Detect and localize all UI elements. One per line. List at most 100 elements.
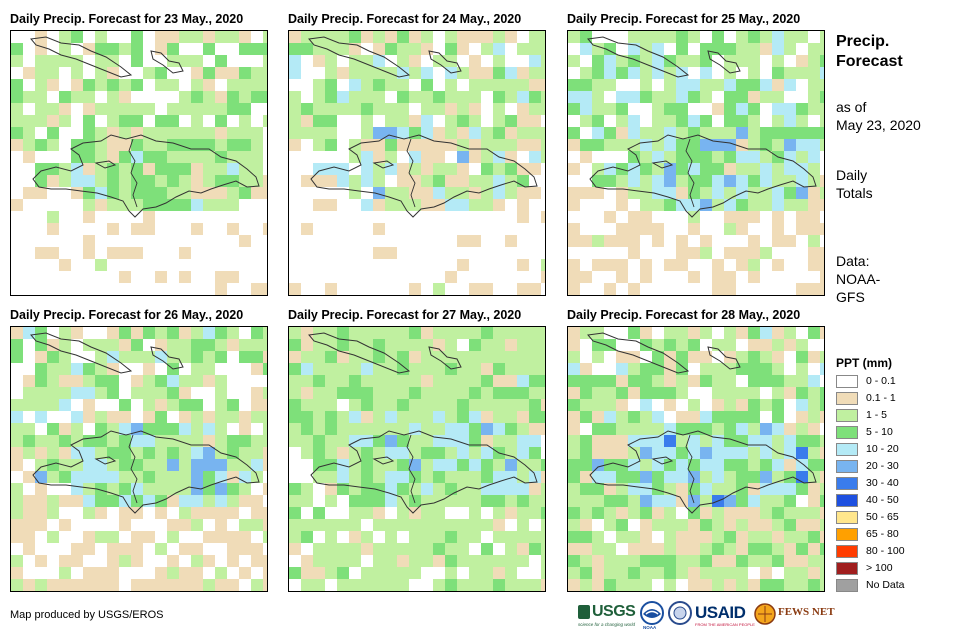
precip-cell — [760, 375, 772, 387]
precip-cell — [784, 459, 796, 471]
precip-cell — [568, 235, 580, 247]
precip-cell — [179, 31, 191, 43]
precip-cell — [191, 139, 203, 151]
precip-cell — [469, 531, 481, 543]
precip-cell — [676, 115, 688, 127]
precip-cell — [191, 579, 203, 591]
precip-cell — [203, 363, 215, 375]
precip-cell — [23, 115, 35, 127]
precip-cell — [580, 115, 592, 127]
precip-cell — [11, 531, 23, 543]
precip-cell — [664, 363, 676, 375]
precip-cell — [736, 399, 748, 411]
precip-cell — [313, 375, 325, 387]
precip-cell — [748, 259, 760, 271]
precip-cell — [11, 103, 23, 115]
precip-cell — [155, 127, 167, 139]
precip-cell — [215, 103, 227, 115]
precip-cell — [640, 211, 652, 223]
precip-cell — [409, 351, 421, 363]
precip-cell — [47, 579, 59, 591]
precip-cell — [640, 295, 652, 296]
precip-cell — [95, 151, 107, 163]
precip-cell — [119, 43, 131, 55]
precip-cell — [529, 459, 541, 471]
precip-cell — [445, 163, 457, 175]
precip-cell — [505, 507, 517, 519]
precip-cell — [724, 555, 736, 567]
precip-cell — [349, 79, 361, 91]
precip-cell — [493, 519, 505, 531]
precip-cell — [724, 115, 736, 127]
precip-cell — [409, 543, 421, 555]
precip-cell — [59, 103, 71, 115]
precip-cell — [493, 591, 505, 592]
precip-cell — [325, 459, 337, 471]
precip-cell — [664, 399, 676, 411]
precip-cell — [808, 447, 820, 459]
precip-cell — [409, 199, 421, 211]
precip-cell — [700, 591, 712, 592]
precip-cell — [580, 91, 592, 103]
precip-cell — [179, 375, 191, 387]
precip-cell — [409, 31, 421, 43]
precip-cell — [179, 327, 191, 339]
precip-cell — [35, 519, 47, 531]
precip-cell — [83, 211, 95, 223]
precip-cell — [529, 55, 541, 67]
precip-cell — [469, 151, 481, 163]
precip-cell — [373, 375, 385, 387]
precip-cell — [820, 79, 824, 91]
precip-cell — [664, 483, 676, 495]
precip-cell — [35, 139, 47, 151]
precip-cell — [83, 363, 95, 375]
precip-cell — [529, 79, 541, 91]
precip-cell — [700, 163, 712, 175]
precip-cell — [397, 91, 409, 103]
precip-cell — [628, 151, 640, 163]
precip-cell — [301, 483, 313, 495]
precip-cell — [664, 591, 676, 592]
precip-cell — [541, 79, 545, 91]
precip-cell — [421, 79, 433, 91]
precip-cell — [325, 423, 337, 435]
precip-cell — [748, 399, 760, 411]
precip-cell — [712, 259, 724, 271]
precip-cell — [808, 139, 820, 151]
precip-cell — [724, 483, 736, 495]
precip-cell — [167, 127, 179, 139]
precip-cell — [457, 31, 469, 43]
precip-cell — [107, 327, 119, 339]
precip-cell — [784, 187, 796, 199]
precip-cell — [11, 79, 23, 91]
precip-cell — [517, 435, 529, 447]
precip-cell — [227, 295, 239, 296]
precip-cell — [529, 411, 541, 423]
precip-cell — [289, 103, 301, 115]
precip-cell — [664, 139, 676, 151]
precip-cell — [263, 55, 267, 67]
precip-cell — [385, 531, 397, 543]
precip-cell — [155, 567, 167, 579]
precip-cell — [215, 375, 227, 387]
precip-cell — [433, 363, 445, 375]
precip-cell — [167, 175, 179, 187]
precip-cell — [179, 459, 191, 471]
precip-cell — [748, 435, 760, 447]
precip-cell — [568, 591, 580, 592]
legend-item: 10 - 20 — [836, 442, 956, 459]
cuba-coastline — [308, 332, 411, 374]
precip-cell — [71, 435, 83, 447]
precip-cell — [385, 199, 397, 211]
precip-cell — [505, 79, 517, 91]
precip-cell — [35, 435, 47, 447]
precip-cell — [239, 139, 251, 151]
precip-cell — [688, 31, 700, 43]
precip-cell — [313, 127, 325, 139]
panel-title-4: Daily Precip. Forecast for 26 May., 2020 — [10, 308, 244, 322]
precip-cell — [337, 435, 349, 447]
haiti-dr-border — [128, 138, 138, 208]
precip-cell — [616, 351, 628, 363]
precip-cell — [251, 591, 263, 592]
precip-cell — [736, 43, 748, 55]
